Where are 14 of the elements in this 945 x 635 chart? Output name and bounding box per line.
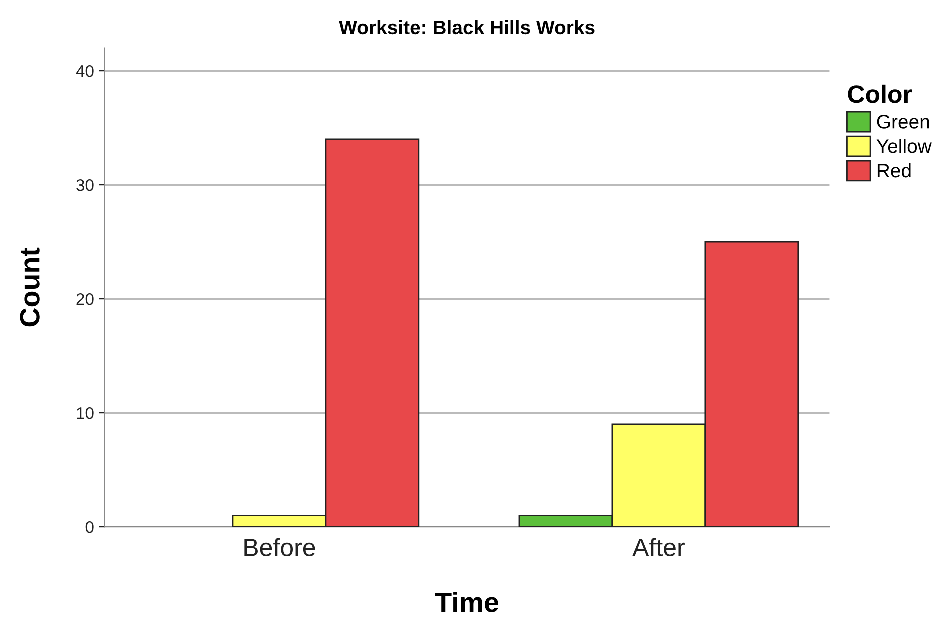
x-tick-label: Before bbox=[244, 538, 316, 557]
x-tick-label: After bbox=[632, 538, 685, 557]
x-axis-title: Time bbox=[435, 592, 499, 612]
y-tick-label: 0 bbox=[86, 521, 94, 534]
y-axis-title: Count bbox=[20, 248, 40, 327]
y-tick-label: 30 bbox=[76, 179, 94, 192]
legend-label: Yellow bbox=[876, 138, 932, 154]
chart-title: Worksite: Black Hills Works bbox=[339, 20, 595, 35]
legend-label: Green bbox=[877, 115, 930, 129]
legend-title: Color bbox=[848, 84, 912, 104]
y-tick-label: 10 bbox=[77, 407, 94, 420]
y-tick-label: 40 bbox=[76, 65, 94, 78]
legend-label: Red bbox=[878, 163, 911, 178]
y-tick-label: 20 bbox=[76, 293, 94, 306]
